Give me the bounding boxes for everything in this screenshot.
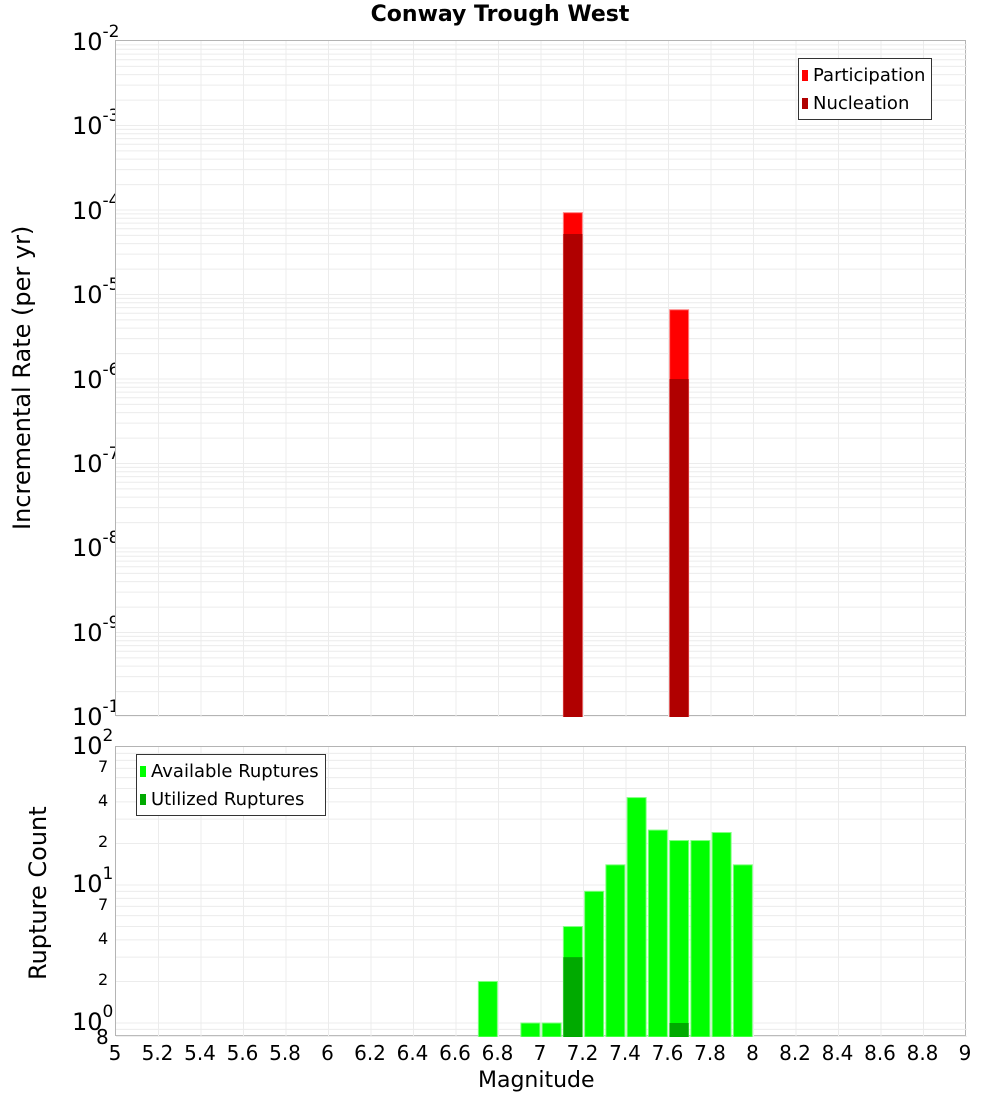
y-tick-label: 10-4 <box>72 195 120 225</box>
y-tick-label: 10-3 <box>72 110 120 140</box>
chart-title: Conway Trough West <box>0 2 1000 27</box>
y-tick-label: 10-7 <box>72 448 120 478</box>
utilized-swatch-icon <box>140 794 146 805</box>
available-swatch-icon <box>140 766 146 777</box>
top-plot-area <box>115 40 966 716</box>
bar <box>691 841 710 1037</box>
bar <box>542 1023 561 1037</box>
bar <box>606 865 625 1037</box>
y-minor-tick-label: 2 <box>98 970 108 989</box>
nucleation-swatch-icon <box>802 98 808 109</box>
bar <box>478 981 497 1037</box>
bar <box>521 1023 540 1037</box>
bar <box>585 891 604 1037</box>
bottom-y-axis-label: Rupture Count <box>24 806 52 980</box>
x-axis-label: Magnitude <box>478 1068 595 1093</box>
top-legend: Participation Nucleation <box>798 58 932 120</box>
y-tick-label: 10-2 <box>72 26 120 56</box>
bar <box>563 957 582 1037</box>
y-minor-tick-label: 4 <box>98 791 108 810</box>
y-tick-label: 102 <box>72 730 113 760</box>
bar <box>670 1023 689 1037</box>
bar <box>627 798 646 1037</box>
bar <box>712 833 731 1037</box>
y-tick-label: 10-9 <box>72 617 120 647</box>
y-minor-tick-label: 7 <box>98 895 108 914</box>
bar <box>563 234 582 717</box>
bar <box>648 830 667 1037</box>
legend-item-utilized: Utilized Ruptures <box>140 785 319 813</box>
y-tick-label: 101 <box>72 868 113 898</box>
x-tick-label: 9 <box>925 1041 1000 1065</box>
y-minor-tick-label: 4 <box>98 929 108 948</box>
legend-item-nucleation: Nucleation <box>802 89 925 117</box>
y-minor-tick-label: 2 <box>98 832 108 851</box>
legend-item-available: Available Ruptures <box>140 757 319 785</box>
top-bars <box>116 41 967 717</box>
participation-swatch-icon <box>802 70 808 81</box>
y-minor-tick-label: 7 <box>98 757 108 776</box>
y-tick-label: 10-8 <box>72 532 120 562</box>
bar <box>670 841 689 1037</box>
bar <box>670 379 689 717</box>
y-tick-label: 10-5 <box>72 279 120 309</box>
legend-item-participation: Participation <box>802 61 925 89</box>
bar <box>733 865 752 1037</box>
top-y-axis-label: Incremental Rate (per yr) <box>8 226 36 530</box>
bottom-legend: Available Ruptures Utilized Ruptures <box>136 754 326 816</box>
y-tick-label: 10-6 <box>72 364 120 394</box>
